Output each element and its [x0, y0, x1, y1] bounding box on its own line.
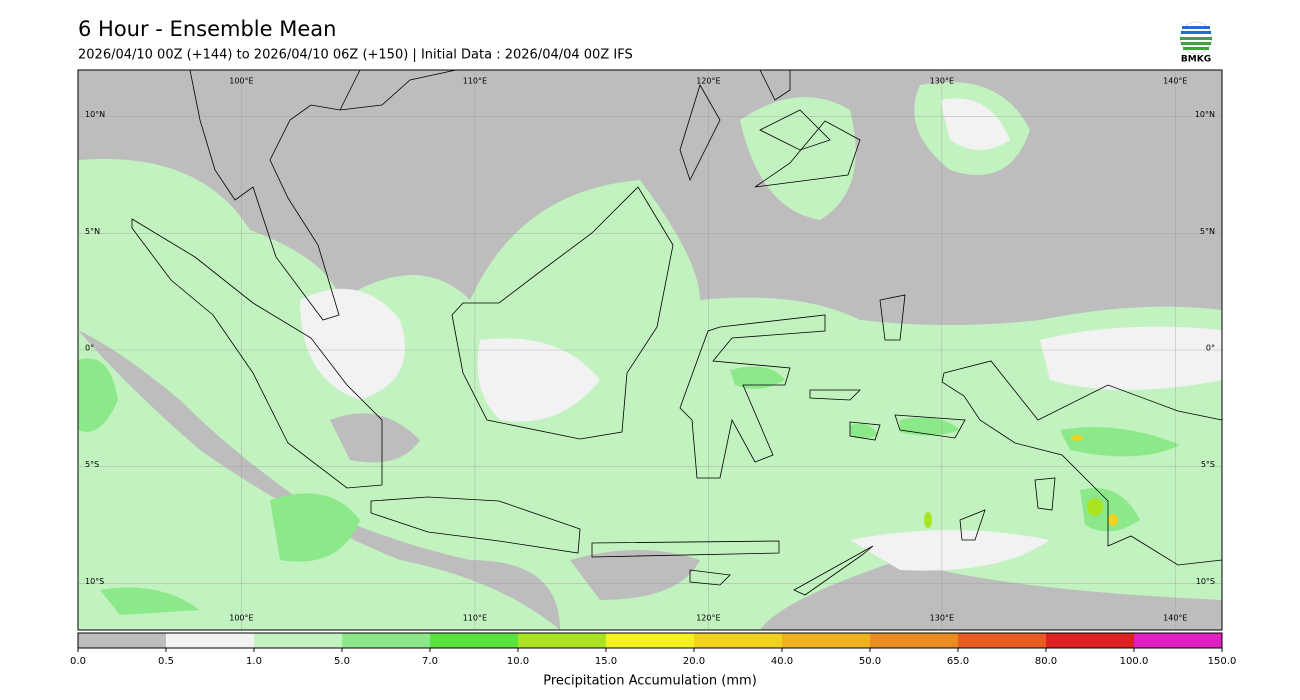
colorbar-segment: [870, 633, 959, 648]
colorbar-tick-label: 65.0: [947, 656, 969, 667]
colorbar-tick-label: 0.5: [158, 656, 174, 667]
lat-label: 10°N: [85, 110, 105, 119]
coastlines: [131, 70, 1222, 596]
colorbar-segment: [254, 633, 343, 648]
colorbar-segment: [782, 633, 871, 648]
lat-label: 5°N: [85, 227, 100, 236]
precip-field: [78, 82, 1222, 630]
lon-label: 110°E: [463, 77, 487, 86]
lon-label: 130°E: [930, 77, 954, 86]
colorbar-tick-label: 100.0: [1120, 656, 1149, 667]
lon-label: 100°E: [229, 77, 253, 86]
logo-text: BMKG: [1181, 55, 1211, 65]
colorbar-segment: [430, 633, 519, 648]
colorbar-segment: [342, 633, 431, 648]
lat-label: 5°N: [1200, 227, 1215, 236]
colorbar-tick-label: 10.0: [507, 656, 529, 667]
colorbar-label: Precipitation Accumulation (mm): [543, 674, 757, 689]
lat-label: 0°: [85, 344, 94, 353]
colorbar-tick-label: 0.0: [70, 656, 86, 667]
lat-label: 10°S: [85, 577, 104, 586]
colorbar-tick-label: 20.0: [683, 656, 705, 667]
lat-label: 5°S: [1201, 460, 1215, 469]
colorbar-segment: [1046, 633, 1135, 648]
logo: BMKG: [1179, 21, 1213, 65]
lon-label: 120°E: [696, 614, 720, 623]
lon-label: 120°E: [696, 77, 720, 86]
graticule-labels: 100°E 100°E 110°E 110°E 120°E 120°E 130°E 130°E…: [85, 77, 1215, 623]
subtitle: 2026/04/10 00Z (+144) to 2026/04/10 06Z …: [78, 48, 633, 63]
colorbar: 0.0 0.5 1.0 5.0 7.0 10.0 15.0 20.0 40.0 50.0 65.0 8…: [70, 632, 1237, 667]
lat-label: 10°S: [1196, 577, 1215, 586]
colorbar-segment: [694, 633, 783, 648]
lon-label: 130°E: [930, 614, 954, 623]
lon-label: 140°E: [1163, 614, 1187, 623]
colorbar-tick-label: 40.0: [771, 656, 793, 667]
lat-label: 5°S: [85, 460, 99, 469]
lat-label: 0°: [1206, 344, 1215, 353]
lon-label: 140°E: [1163, 77, 1187, 86]
colorbar-segment: [518, 633, 607, 648]
colorbar-tick-label: 150.0: [1208, 656, 1237, 667]
graticule: [78, 70, 1222, 630]
map-frame: [77, 69, 1223, 631]
colorbar-tick-label: 1.0: [246, 656, 262, 667]
colorbar-segment: [166, 633, 255, 648]
lon-label: 110°E: [463, 614, 487, 623]
colorbar-segment: [958, 633, 1047, 648]
colorbar-segment: [1134, 633, 1223, 648]
colorbar-tick-label: 7.0: [422, 656, 438, 667]
colorbar-segment: [78, 633, 167, 648]
lat-label: 10°N: [1195, 110, 1215, 119]
title: 6 Hour - Ensemble Mean: [78, 17, 336, 41]
map: 100°E 100°E 110°E 110°E 120°E 120°E 130°E 130°E…: [78, 70, 1222, 630]
colorbar-tick-label: 5.0: [334, 656, 350, 667]
colorbar-tick-label: 15.0: [595, 656, 617, 667]
colorbar-tick-label: 50.0: [859, 656, 881, 667]
lon-label: 100°E: [229, 614, 253, 623]
colorbar-segment: [606, 633, 695, 648]
colorbar-tick-label: 80.0: [1035, 656, 1057, 667]
colorbar-frame: [77, 632, 1223, 649]
